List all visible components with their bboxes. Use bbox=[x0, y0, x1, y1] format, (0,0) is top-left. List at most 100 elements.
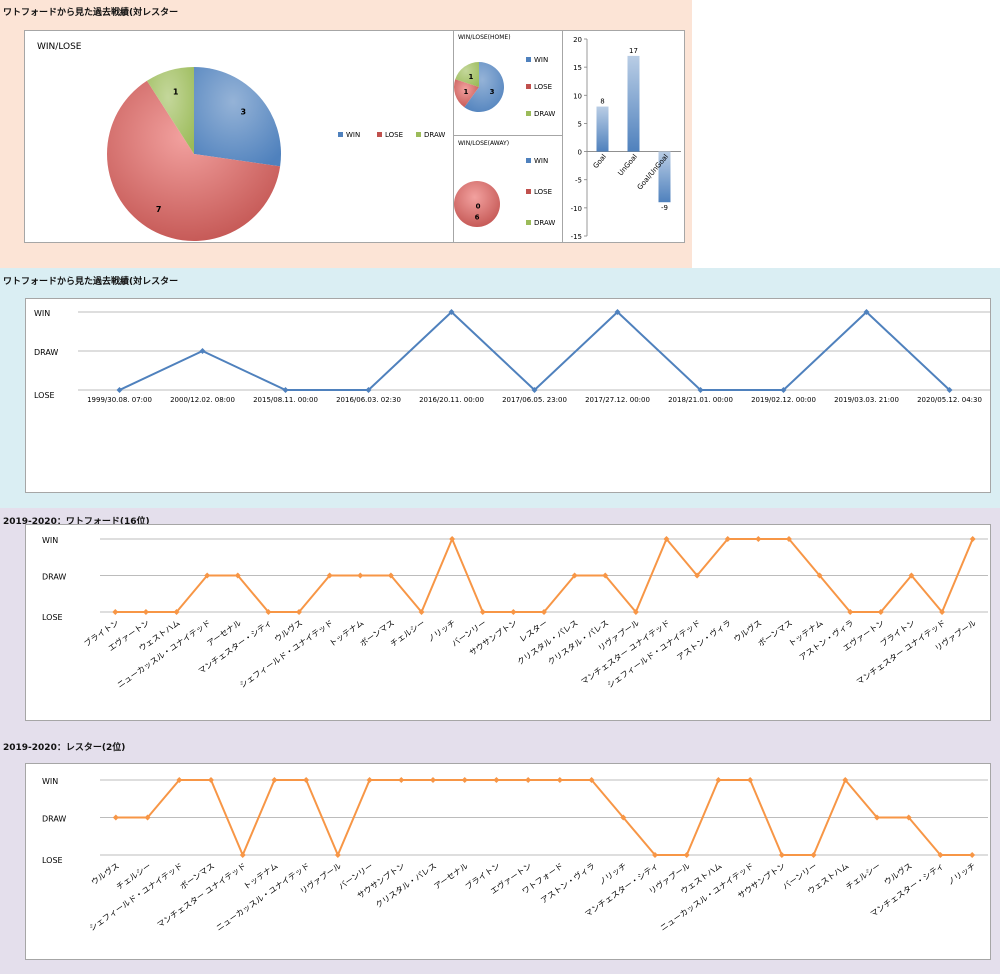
x-tick-label: 2019/02.12. 00:00 bbox=[751, 396, 816, 404]
data-point bbox=[265, 609, 272, 615]
data-point bbox=[479, 609, 486, 615]
legend-label-win: WIN bbox=[346, 131, 360, 139]
x-tick-label: 2016/20.11. 00:00 bbox=[419, 396, 484, 404]
bar-goal-ungoal bbox=[658, 151, 671, 203]
pie-data-label: 1 bbox=[463, 88, 468, 96]
legend-swatch-draw bbox=[526, 111, 531, 116]
pie-data-label: 0 bbox=[476, 203, 481, 211]
bar-y-tick-label: 20 bbox=[573, 36, 582, 44]
data-point bbox=[908, 572, 915, 579]
section-title-summary: ワトフォードから見た過去戦績(対レスター bbox=[3, 8, 179, 18]
bar-ungoal bbox=[627, 55, 640, 152]
y-tick-label-lose: LOSE bbox=[42, 856, 63, 865]
data-point bbox=[525, 777, 532, 783]
bar-data-label: 17 bbox=[629, 47, 638, 55]
bar-goal bbox=[596, 106, 609, 152]
pie-slice-lose bbox=[106, 80, 281, 242]
chart-line-watford: LOSEDRAWWINブライトンエヴァートンウェストハムニューカッスル・ユナイテ… bbox=[42, 536, 988, 690]
data-point bbox=[724, 536, 731, 542]
data-point bbox=[969, 852, 976, 858]
bar-y-tick-label: -5 bbox=[575, 177, 582, 185]
data-point bbox=[449, 536, 456, 542]
chart-pie-total-panel: WIN/LOSE 3 7 1 WIN LOSE DRAW bbox=[24, 30, 454, 243]
data-point bbox=[303, 777, 310, 783]
legend-label-win: WIN bbox=[534, 56, 548, 64]
data-point bbox=[780, 387, 787, 393]
data-point bbox=[785, 536, 792, 542]
data-point bbox=[842, 777, 849, 783]
data-point bbox=[430, 777, 436, 783]
data-point bbox=[296, 609, 303, 615]
data-point bbox=[694, 572, 701, 579]
data-point bbox=[652, 852, 658, 858]
data-point bbox=[614, 309, 621, 315]
data-point bbox=[874, 814, 880, 821]
data-point bbox=[116, 387, 123, 393]
data-point bbox=[697, 387, 704, 393]
data-point bbox=[142, 609, 149, 615]
x-tick-label: 2017/06.05. 23:00 bbox=[502, 396, 567, 404]
y-tick-label-draw: DRAW bbox=[42, 573, 66, 582]
chart-bar-goals-panel: -15 -10 -5 0 5 10 15 20 8 Goal 17 UnGoal -9 Goal/UnGo… bbox=[562, 30, 685, 243]
data-point bbox=[493, 777, 500, 783]
pie-data-label: 3 bbox=[241, 107, 247, 116]
bar-y-tick-label: 0 bbox=[578, 149, 582, 157]
pie-slice-win bbox=[464, 62, 504, 112]
x-tick-label: 1999/30.08. 07:00 bbox=[87, 396, 152, 404]
legend-label-lose: LOSE bbox=[534, 83, 552, 91]
data-point bbox=[365, 387, 372, 393]
data-point bbox=[387, 572, 394, 579]
chart-bar-goals: -15-10-5051015208Goal17UnGoal-9Goal/UnGo… bbox=[571, 36, 681, 241]
pie-data-label: 3 bbox=[490, 88, 495, 96]
data-point bbox=[204, 572, 211, 579]
data-point bbox=[877, 609, 884, 615]
x-tick-label: ノリッチ bbox=[946, 861, 977, 887]
data-point bbox=[847, 609, 854, 615]
chart-pie-home-panel: WIN/LOSE(HOME) 3 1 1 WIN LOSE DRAW bbox=[453, 30, 563, 136]
pie-data-label: 1 bbox=[468, 73, 473, 81]
legend-swatch-draw bbox=[416, 132, 421, 137]
legend-label-lose: LOSE bbox=[385, 131, 403, 139]
data-point bbox=[326, 572, 333, 579]
x-tick-label: 2015/08.11. 00:00 bbox=[253, 396, 318, 404]
data-point bbox=[863, 309, 870, 315]
chart-line-watford-panel: LOSE DRAW WIN ブライトン エヴァートン ウェストハム ニューカッスル・ユナイテ… bbox=[25, 524, 991, 721]
legend-label-win: WIN bbox=[534, 157, 548, 165]
x-tick-label: 2000/12.02. 08:00 bbox=[170, 396, 235, 404]
data-point bbox=[271, 777, 278, 783]
y-tick-label-draw: DRAW bbox=[42, 815, 66, 824]
y-tick-label-win: WIN bbox=[34, 309, 50, 318]
x-tick-label: 2016/06.03. 02:30 bbox=[336, 396, 401, 404]
legend-swatch-lose bbox=[377, 132, 382, 137]
x-tick-label: 2019/03.03. 21:00 bbox=[834, 396, 899, 404]
series-line bbox=[115, 779, 973, 856]
section-title-history: ワトフォードから見た過去戦績(対レスター bbox=[3, 277, 179, 287]
x-tick-label: 2018/21.01. 00:00 bbox=[668, 396, 733, 404]
legend-label-lose: LOSE bbox=[534, 188, 552, 196]
data-point bbox=[937, 852, 944, 858]
chart-pie-total: WIN/LOSE 3 7 1 WIN LOSE DRAW bbox=[37, 42, 445, 242]
data-point bbox=[173, 609, 180, 615]
y-tick-label-lose: LOSE bbox=[42, 613, 63, 622]
data-point bbox=[418, 609, 425, 615]
data-point bbox=[810, 852, 817, 858]
y-tick-label-win: WIN bbox=[42, 777, 58, 786]
data-point bbox=[208, 777, 214, 783]
y-tick-label-draw: DRAW bbox=[34, 348, 58, 357]
data-point bbox=[755, 536, 762, 542]
data-point bbox=[602, 572, 609, 579]
section-title-leicester: 2019-2020：レスター(2位) bbox=[3, 743, 126, 753]
chart-line-leicester-panel: LOSE DRAW WIN ウルヴス チェルシー シェフィールド・ユナイテッド ボーンマスマ… bbox=[25, 763, 991, 960]
bar-category-label: Goal bbox=[592, 153, 608, 170]
data-point bbox=[905, 814, 912, 821]
bar-data-label: -9 bbox=[661, 204, 668, 212]
x-tick-label: 2020/05.12. 04:30 bbox=[917, 396, 982, 404]
chart-pie-away-panel: WIN/LOSE(AWAY)060WINLOSEDRAW bbox=[453, 135, 563, 243]
data-point bbox=[112, 609, 119, 615]
pie-title: WIN/LOSE bbox=[37, 42, 82, 52]
data-point bbox=[946, 387, 953, 393]
chart-pie-home: WIN/LOSE(HOME) 3 11 WIN LOSE DRAW bbox=[454, 34, 555, 118]
data-point bbox=[448, 309, 455, 315]
data-point bbox=[715, 777, 722, 783]
x-tick-label: 2017/27.12. 00:00 bbox=[585, 396, 650, 404]
